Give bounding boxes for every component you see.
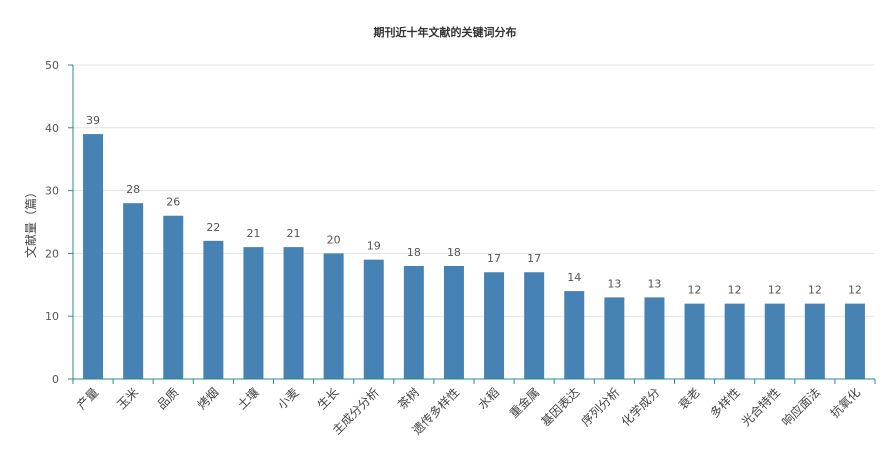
x-tick-label: 衰老	[675, 385, 703, 413]
data-label: 26	[166, 196, 180, 209]
bar	[283, 247, 304, 379]
data-label: 28	[126, 183, 140, 196]
bar	[123, 203, 144, 379]
x-tick-label: 序列分析	[578, 385, 623, 430]
data-label: 18	[447, 246, 461, 259]
x-tick-label: 生长	[315, 385, 342, 412]
x-tick-label: 光合特性	[738, 385, 783, 430]
bar	[83, 134, 104, 379]
data-label: 12	[688, 284, 702, 297]
x-tick-label: 玉米	[114, 385, 141, 412]
data-label: 12	[728, 284, 742, 297]
data-label: 12	[848, 284, 862, 297]
bar	[243, 247, 264, 379]
data-label: 13	[647, 277, 661, 290]
bar	[804, 303, 825, 379]
data-label: 14	[567, 271, 581, 284]
bar	[764, 303, 785, 379]
bar	[644, 297, 665, 379]
data-label: 12	[768, 284, 782, 297]
x-tick-label: 土壤	[234, 385, 262, 413]
y-axis-ticks: 0 10 20 30 40 50	[45, 59, 73, 386]
x-tick-label: 响应面法	[778, 385, 823, 430]
y-tick-label: 40	[45, 122, 59, 135]
data-labels: 39 28 26 22 21 21 20 19 18 18 17 17 14 13 13 12 12 12 12 12	[86, 114, 862, 297]
data-label: 21	[246, 227, 260, 240]
bars	[83, 134, 865, 379]
bar	[403, 265, 424, 379]
data-label: 17	[487, 252, 501, 265]
x-tick-label: 抗氧化	[827, 385, 863, 421]
bar	[684, 303, 705, 379]
x-tick-label: 产量	[74, 385, 101, 412]
y-tick-label: 50	[45, 59, 59, 72]
bar	[604, 297, 625, 379]
x-tick-label: 品质	[154, 385, 181, 412]
data-label: 19	[367, 240, 381, 253]
gridlines	[73, 64, 875, 317]
y-tick-label: 10	[45, 310, 59, 323]
x-tick-label: 重金属	[506, 385, 542, 421]
data-label: 20	[327, 233, 341, 246]
chart-title: 期刊近十年文献的关键词分布	[374, 25, 517, 39]
y-tick-label: 30	[45, 185, 59, 198]
y-tick-label: 20	[45, 247, 59, 260]
data-label: 21	[287, 227, 301, 240]
bar	[484, 272, 505, 379]
x-tick-label: 水稻	[475, 385, 502, 412]
data-label: 13	[607, 277, 621, 290]
bar	[724, 303, 745, 379]
data-label: 39	[86, 114, 100, 127]
x-tick-label: 茶树	[394, 385, 422, 413]
data-label: 17	[527, 252, 541, 265]
bar	[363, 259, 384, 379]
y-tick-label: 0	[52, 373, 59, 386]
x-tick-label: 烤烟	[194, 385, 222, 413]
bar	[844, 303, 865, 379]
bar	[323, 253, 344, 379]
x-tick-label: 基因表达	[539, 385, 583, 429]
bar	[203, 240, 224, 379]
y-axis-label: 文献量（篇）	[23, 186, 38, 258]
data-label: 12	[808, 284, 822, 297]
x-tick-label: 多样性	[707, 385, 743, 421]
x-tick-label: 化学成分	[618, 385, 663, 430]
bar	[443, 265, 464, 379]
bar	[524, 272, 545, 379]
bar	[163, 215, 184, 379]
bar	[564, 291, 585, 379]
data-label: 18	[407, 246, 421, 259]
x-tick-label: 小麦	[275, 385, 302, 412]
data-label: 22	[206, 221, 220, 234]
